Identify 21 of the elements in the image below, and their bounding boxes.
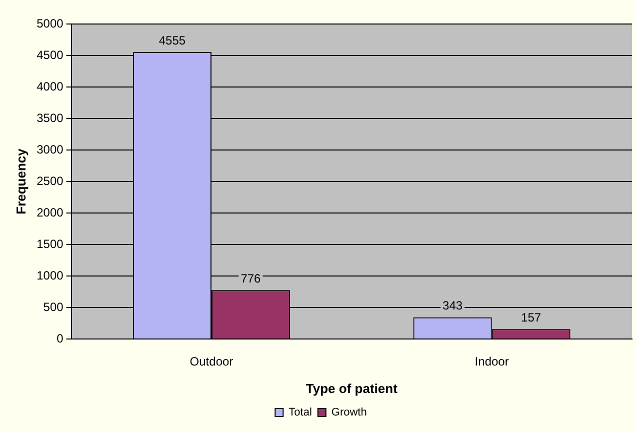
- data-label: 157: [521, 310, 542, 324]
- y-tick-label: 500: [43, 300, 64, 314]
- legend-label: Total: [288, 406, 312, 419]
- x-axis-title: Type of patient: [306, 380, 398, 396]
- x-tick-label: Indoor: [474, 354, 509, 369]
- y-tick-label: 2000: [36, 205, 64, 220]
- data-label: 343: [442, 298, 463, 313]
- y-axis-title: Frequency: [13, 148, 28, 214]
- y-tick-label: 5000: [36, 16, 64, 30]
- y-tick-label: 1000: [36, 268, 64, 282]
- y-tick-label: 0: [56, 331, 64, 346]
- y-tick-label: 4000: [36, 79, 64, 94]
- data-label: 4555: [158, 33, 186, 48]
- y-tick-label: 3000: [36, 142, 64, 156]
- y-tick-label: 2500: [36, 174, 64, 188]
- y-tick-label: 1500: [36, 236, 64, 251]
- data-label: 776: [240, 271, 262, 286]
- y-tick-label: 3500: [36, 110, 64, 125]
- y-tick-label: 4500: [36, 48, 64, 62]
- x-tick-label: Outdoor: [190, 354, 234, 369]
- legend-label: Growth: [331, 406, 367, 419]
